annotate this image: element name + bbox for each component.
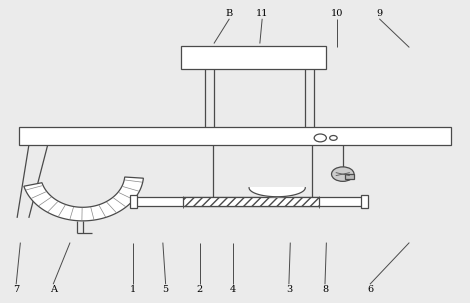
Circle shape	[314, 134, 326, 142]
Text: 6: 6	[367, 285, 373, 294]
Text: 11: 11	[256, 9, 268, 18]
Bar	[181, 46, 326, 68]
Text: 8: 8	[322, 285, 328, 294]
Text: 10: 10	[331, 9, 344, 18]
Text: 7: 7	[13, 285, 19, 294]
Text: 3: 3	[286, 285, 292, 294]
Text: 4: 4	[229, 285, 236, 294]
Bar	[183, 197, 319, 206]
Bar	[132, 197, 361, 206]
Text: B: B	[226, 9, 233, 18]
Polygon shape	[24, 177, 143, 221]
Polygon shape	[249, 188, 306, 197]
Bar	[360, 195, 368, 208]
Text: 2: 2	[197, 285, 203, 294]
Text: 5: 5	[163, 285, 169, 294]
Text: 9: 9	[376, 9, 383, 18]
Text: A: A	[50, 285, 57, 294]
Circle shape	[331, 167, 354, 181]
Text: 1: 1	[130, 285, 136, 294]
Bar	[345, 175, 354, 179]
Bar	[19, 127, 451, 145]
Bar	[130, 195, 137, 208]
